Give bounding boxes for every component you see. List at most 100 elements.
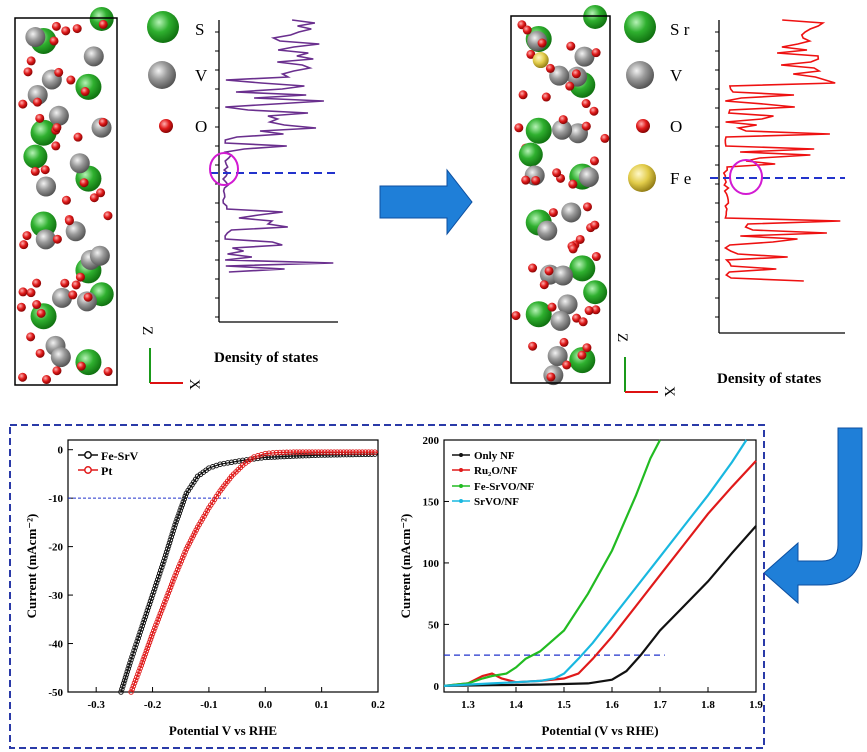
series-marker-1 (132, 677, 139, 683)
series-marker-0 (232, 458, 238, 465)
series-marker-1 (340, 449, 347, 455)
series-marker-1 (306, 449, 312, 455)
chart-oer-xlabel: Potential (V vs RHE) (541, 723, 658, 738)
atom-red (581, 99, 591, 109)
atom-red (32, 300, 42, 310)
atom-red (537, 38, 547, 48)
highlight-circle-left (209, 152, 239, 186)
series-marker-1 (273, 449, 280, 456)
series-marker-1 (359, 449, 366, 455)
atom-red (600, 133, 610, 143)
x-tick-label: 1.5 (557, 699, 571, 711)
series-marker-1 (182, 549, 188, 555)
atom-green (583, 280, 608, 305)
series-marker-1 (171, 575, 177, 582)
series-marker-0 (157, 567, 164, 574)
series-marker-1 (309, 449, 315, 455)
atom-red (521, 175, 531, 185)
series-marker-0 (134, 638, 140, 645)
series-marker-1 (174, 567, 181, 573)
x-tick-label: -0.1 (200, 699, 217, 711)
atom-red (577, 350, 587, 360)
series-marker-0 (139, 623, 146, 629)
series-marker-0 (161, 558, 167, 564)
legend-marker-pt (84, 466, 92, 474)
atom-gray (550, 310, 571, 331)
series-marker-0 (180, 499, 187, 505)
atom-red (36, 308, 46, 318)
y-tick-label: -30 (48, 590, 63, 602)
chart-her-ticks: -0.3 -0.2 -0.1 0.0 0.1 0.2 0 -10 -20 -30 -40 -50 (48, 445, 385, 711)
atom-red (35, 348, 45, 358)
atom-green (583, 4, 608, 29)
series-marker-0 (163, 549, 170, 555)
legend-atom-s-icon (147, 11, 179, 43)
legend-atom-o-icon (636, 119, 650, 133)
atom-red (531, 175, 541, 185)
atom-red (76, 361, 86, 371)
series-marker-1 (173, 569, 180, 576)
series-marker-0 (126, 663, 132, 669)
series-line-0 (120, 453, 379, 693)
series-marker-0 (173, 519, 179, 525)
atom-red (578, 317, 588, 327)
series-marker-1 (262, 450, 269, 457)
series-marker-0 (119, 686, 125, 692)
series-marker-0 (236, 458, 242, 464)
atom-red (71, 280, 81, 290)
series-marker-1 (179, 555, 186, 561)
series-marker-1 (166, 587, 173, 593)
series-marker-0 (262, 454, 269, 461)
series-marker-1 (277, 449, 283, 456)
chart-her-legend-pt: Pt (101, 464, 112, 478)
series-marker-1 (337, 449, 344, 455)
series-line-0 (443, 525, 757, 687)
series-marker-1 (164, 593, 170, 599)
series-marker-0 (124, 668, 131, 675)
series-marker-0 (209, 464, 216, 470)
atom-gray (50, 347, 71, 368)
series-marker-1 (365, 449, 372, 455)
atom-gray (537, 220, 558, 241)
series-marker-1 (255, 453, 261, 459)
series-marker-0 (156, 570, 163, 577)
series-marker-1 (192, 529, 198, 536)
series-marker-1 (181, 552, 187, 558)
series-marker-0 (142, 613, 149, 620)
atom-red (581, 121, 591, 131)
series-marker-0 (155, 573, 162, 580)
atom-red (522, 25, 532, 35)
legend-label-fe: F e (670, 169, 691, 188)
atom-red (590, 220, 600, 230)
chart-her-xlabel: Potential V vs RHE (169, 723, 277, 738)
series-marker-1 (172, 572, 178, 579)
atom-gray (35, 229, 56, 250)
y-tick-label: 100 (423, 558, 440, 570)
legend-right: S r V O F e (624, 11, 691, 192)
series-marker-0 (151, 586, 158, 592)
series-marker-0 (167, 537, 174, 543)
atom-red (547, 302, 557, 312)
atom-red (18, 287, 28, 297)
atom-red (52, 366, 62, 376)
series-marker-1 (325, 449, 331, 455)
series-marker-0 (182, 493, 189, 499)
dos-panel-left: Density of states (209, 19, 338, 366)
atom-red (528, 263, 538, 273)
series-marker-1 (328, 449, 334, 455)
atoms-left (16, 6, 114, 385)
y-tick-label: 200 (423, 435, 440, 447)
dos-ticks-right (715, 31, 719, 318)
series-marker-1 (143, 648, 150, 654)
dos-curve-right (722, 19, 841, 282)
y-tick-label: -20 (48, 542, 63, 554)
unit-cell-left (14, 17, 118, 386)
atom-green (75, 73, 102, 100)
series-marker-1 (148, 633, 155, 640)
series-line-1 (443, 460, 757, 687)
y-tick-label: 0 (434, 681, 440, 693)
x-tick-label: 1.6 (605, 699, 619, 711)
series-marker-1 (209, 499, 216, 505)
series-marker-1 (186, 540, 192, 547)
series-marker-1 (163, 596, 169, 602)
